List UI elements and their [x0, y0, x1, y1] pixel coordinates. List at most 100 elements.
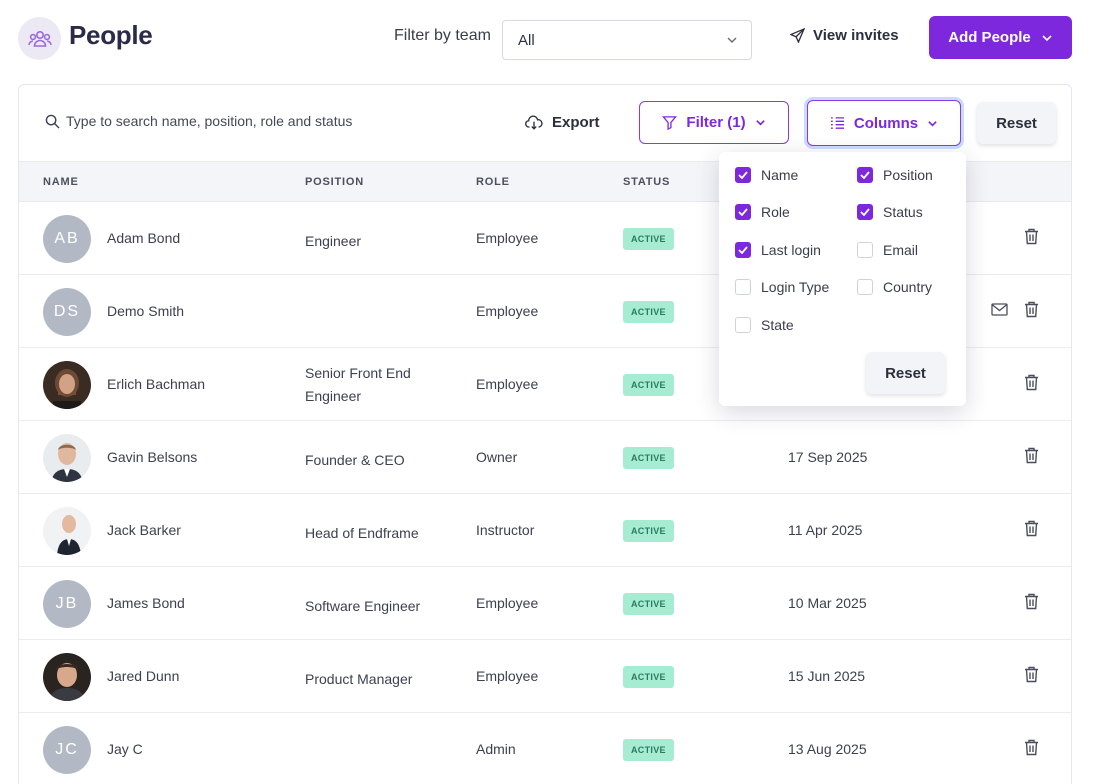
checkbox-checked[interactable] [857, 167, 873, 183]
checkbox-checked[interactable] [735, 167, 751, 183]
columns-reset-button[interactable]: Reset [866, 352, 945, 394]
filter-icon [662, 116, 678, 130]
avatar [43, 434, 91, 482]
export-button[interactable]: Export [525, 114, 600, 131]
person-name: Demo Smith [107, 303, 185, 319]
table-row[interactable]: Jared Dunn Product Manager Employee ACTI… [19, 640, 1071, 713]
column-option-name[interactable]: Name [735, 167, 798, 183]
reset-button[interactable]: Reset [977, 102, 1056, 144]
column-header-position[interactable]: POSITION [305, 176, 364, 188]
person-position: Senior Front End Engineer [305, 365, 411, 404]
table-toolbar: Type to search name, position, role and … [19, 85, 1071, 161]
checkbox-checked[interactable] [735, 204, 751, 220]
trash-icon[interactable] [1024, 301, 1039, 318]
trash-icon[interactable] [1024, 593, 1039, 610]
table-row[interactable]: Erlich Bachman Senior Front End Engineer… [19, 348, 1071, 421]
filter-button[interactable]: Filter (1) [639, 101, 789, 144]
column-option-state[interactable]: State [735, 317, 794, 333]
trash-icon[interactable] [1024, 666, 1039, 683]
add-people-button[interactable]: Add People [929, 16, 1072, 59]
column-option-label: Login Type [761, 279, 830, 295]
checkbox-unchecked[interactable] [735, 317, 751, 333]
column-option-label: Position [883, 167, 933, 183]
checkbox-unchecked[interactable] [857, 279, 873, 295]
table-row[interactable]: AB Adam Bond Engineer Employee ACTIVE [19, 202, 1071, 275]
person-name: Jack Barker [107, 522, 181, 538]
person-name: Gavin Belsons [107, 449, 198, 465]
person-role: Owner [476, 449, 518, 465]
trash-icon[interactable] [1024, 520, 1039, 537]
person-name: Jared Dunn [107, 668, 180, 684]
column-option-last-login[interactable]: Last login [735, 242, 821, 258]
column-option-status[interactable]: Status [857, 204, 923, 220]
last-login: 13 Aug 2025 [788, 741, 867, 757]
status-badge: ACTIVE [623, 374, 674, 396]
last-login: 17 Sep 2025 [788, 449, 868, 465]
column-option-label: State [761, 317, 794, 333]
column-option-label: Name [761, 167, 799, 183]
mail-icon[interactable] [991, 303, 1008, 316]
table-row[interactable]: DS Demo Smith Employee ACTIVE [19, 275, 1071, 348]
avatar: JC [43, 726, 91, 774]
view-invites-label: View invites [813, 27, 899, 44]
columns-button[interactable]: Columns [807, 100, 961, 146]
checkbox-checked[interactable] [735, 242, 751, 258]
person-role: Employee [476, 668, 539, 684]
avatar [43, 361, 91, 409]
person-position: Product Manager [305, 671, 413, 687]
add-people-label: Add People [948, 29, 1031, 46]
column-header-name[interactable]: NAME [43, 176, 79, 188]
avatar: DS [43, 288, 91, 336]
status-badge: ACTIVE [623, 739, 674, 761]
column-header-status[interactable]: STATUS [623, 176, 671, 188]
team-select-value: All [518, 31, 535, 49]
trash-icon[interactable] [1024, 447, 1039, 464]
cloud-download-icon [525, 115, 543, 130]
search-placeholder: Type to search name, position, role and … [66, 113, 353, 129]
table-row[interactable]: JC Jay C Admin ACTIVE 13 Aug 2025 [19, 713, 1071, 784]
view-invites-button[interactable]: View invites [790, 27, 899, 44]
send-icon [790, 28, 805, 43]
trash-icon[interactable] [1024, 228, 1039, 245]
person-name: Adam Bond [107, 230, 181, 246]
column-option-label: Last login [761, 242, 821, 258]
column-option-email[interactable]: Email [857, 242, 918, 258]
avatar [43, 507, 91, 555]
person-name: Jay C [107, 741, 143, 757]
person-position: Software Engineer [305, 598, 421, 614]
trash-icon[interactable] [1024, 739, 1039, 756]
column-option-role[interactable]: Role [735, 204, 790, 220]
trash-icon[interactable] [1024, 374, 1039, 391]
table-row[interactable]: JB James Bond Software Engineer Employee… [19, 567, 1071, 640]
checkbox-unchecked[interactable] [735, 279, 751, 295]
status-badge: ACTIVE [623, 301, 674, 323]
last-login: 11 Apr 2025 [788, 522, 863, 538]
filter-by-team-label: Filter by team [394, 27, 491, 44]
column-option-label: Status [883, 204, 923, 220]
chevron-down-icon [1042, 34, 1052, 41]
person-role: Instructor [476, 522, 535, 538]
column-option-position[interactable]: Position [857, 167, 933, 183]
columns-icon [830, 117, 844, 129]
table-row[interactable]: Jack Barker Head of Endframe Instructor … [19, 494, 1071, 567]
chevron-down-icon [727, 37, 737, 44]
checkbox-unchecked[interactable] [857, 242, 873, 258]
column-option-label: Country [883, 279, 933, 295]
person-position: Engineer [305, 233, 362, 249]
status-badge: ACTIVE [623, 520, 674, 542]
chevron-down-icon [928, 120, 937, 127]
page-title: People [69, 20, 153, 50]
avatar: AB [43, 215, 91, 263]
avatar [43, 653, 91, 701]
table-row[interactable]: Gavin Belsons Founder & CEO Owner ACTIVE… [19, 421, 1071, 494]
person-name: James Bond [107, 595, 185, 611]
search-input[interactable]: Type to search name, position, role and … [45, 113, 352, 129]
checkbox-checked[interactable] [857, 204, 873, 220]
person-position: Head of Endframe [305, 525, 419, 541]
page-header: People Filter by team All View invites A… [0, 0, 1095, 80]
column-header-role[interactable]: ROLE [476, 176, 510, 188]
column-option-country[interactable]: Country [857, 279, 932, 295]
team-select[interactable]: All [502, 20, 752, 60]
column-option-login-type[interactable]: Login Type [735, 279, 829, 295]
columns-dropdown: Name Position Role Status Last login Ema… [719, 152, 966, 406]
